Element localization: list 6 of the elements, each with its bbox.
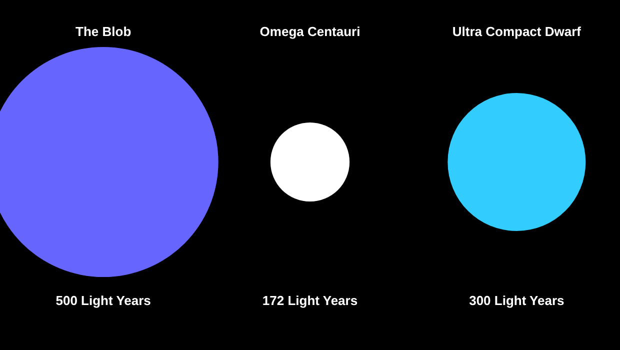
data-label: 500 Light Years [56, 293, 151, 308]
category-label: Omega Centauri [260, 24, 360, 39]
category-label: The Blob [76, 24, 132, 39]
category-label: Ultra Compact Dwarf [452, 24, 582, 39]
data-label: 300 Light Years [469, 293, 564, 308]
data-label: 172 Light Years [262, 293, 358, 308]
